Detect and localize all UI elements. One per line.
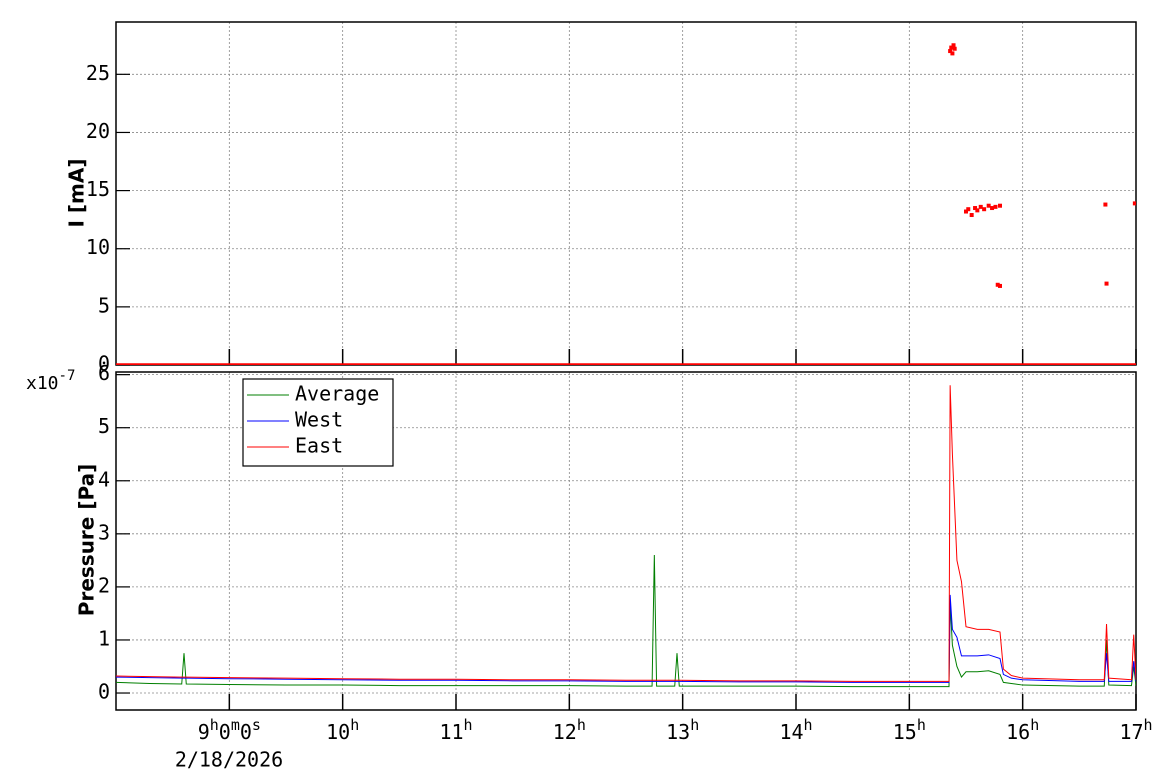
point [1103,202,1108,207]
legend-box [242,378,394,467]
series-line [116,385,1136,682]
point [966,207,971,212]
y-multiplier: x10-7 [26,368,75,394]
y-tick-label: 25 [86,61,110,85]
point [969,213,974,218]
x-tick-label: 15h [893,716,926,744]
y-tick-label: 2 [98,573,110,597]
legend-label: Average [295,382,379,406]
point [995,282,1000,287]
plot-frame [115,371,1137,711]
x-date-label: 2/18/2026 [175,748,283,772]
x-tick-label: 12h [553,716,586,744]
point [1104,281,1109,286]
point [978,204,983,209]
y-tick-label: 15 [86,177,110,201]
y-tick-label: 10 [86,235,110,259]
x-tick-label: 17h [1119,716,1152,744]
y-tick-label: 3 [98,520,110,544]
x-tick-label: 9h0m0s [198,716,261,744]
plot-area [116,43,1136,365]
y-tick-label: 5 [98,414,110,438]
plot-area [116,385,1136,688]
point [986,203,991,208]
y-tick-label: 20 [86,119,110,143]
point [982,207,987,212]
point [964,209,968,214]
y-axis-label: I [mA] [65,158,89,227]
y-tick-label: 0 [98,352,110,376]
point [950,51,955,56]
legend-label: West [295,408,343,432]
series-line [116,555,1136,688]
point [993,204,998,209]
point [951,43,956,48]
point [1132,201,1136,206]
y-tick-label: 4 [98,467,110,491]
legend-label: East [295,434,343,458]
point [975,208,980,213]
y-tick-label: 6 [98,361,110,385]
x-tick-label: 14h [779,716,812,744]
series-line [116,594,1136,683]
y-tick-label: 5 [98,293,110,317]
point [990,206,995,211]
point [949,45,954,50]
x-tick-label: 16h [1006,716,1039,744]
point [998,203,1002,208]
y-tick-label: 0 [98,680,110,704]
x-tick-label: 11h [439,716,472,744]
y-tick-label: 1 [98,626,110,650]
x-tick-label: 13h [666,716,699,744]
x-tick-label: 10h [326,716,359,744]
point [973,206,978,211]
point [998,283,1002,288]
point [948,49,953,54]
y-axis-label: Pressure [Pa] [75,464,99,616]
point [952,46,957,51]
